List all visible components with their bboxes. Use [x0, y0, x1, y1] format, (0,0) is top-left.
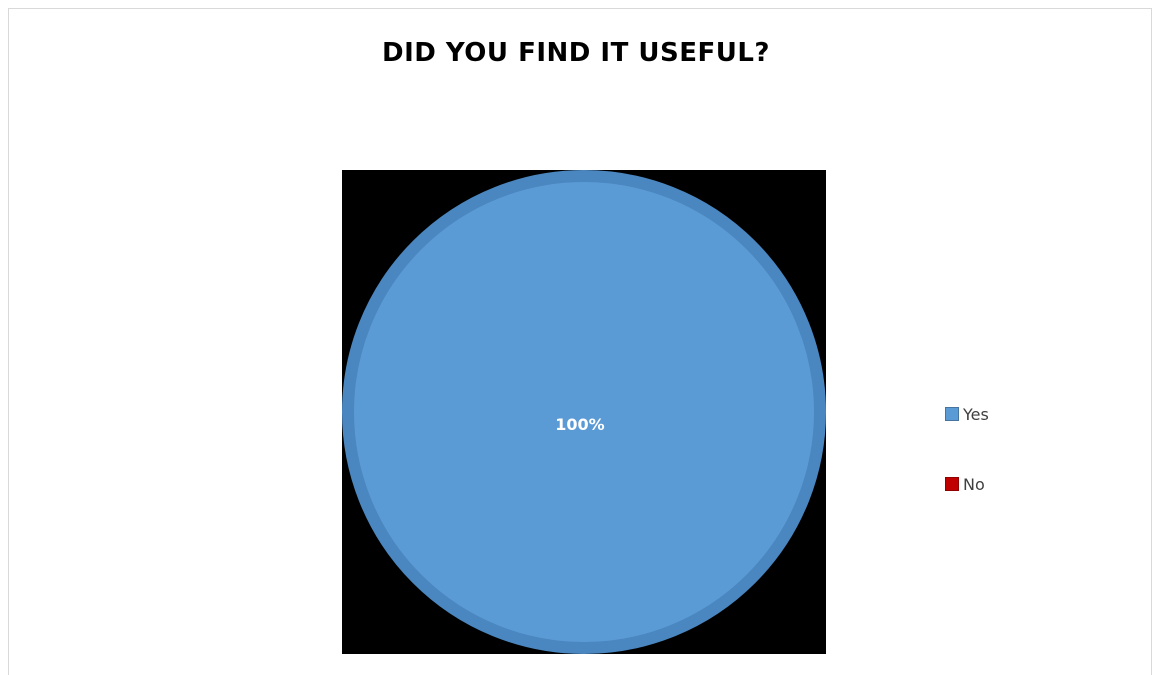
legend-swatch-no — [945, 477, 959, 491]
pie-data-labels: 100% — [555, 415, 604, 434]
pie-slice-yes[interactable] — [342, 170, 826, 654]
chart-title: DID YOU FIND IT USEFUL? — [382, 38, 770, 68]
legend-label-yes: Yes — [963, 404, 989, 424]
pie-slices — [342, 170, 826, 654]
legend-item-yes[interactable]: Yes — [945, 400, 989, 428]
legend: Yes No — [945, 400, 989, 540]
legend-swatch-yes — [945, 407, 959, 421]
legend-label-no: No — [963, 474, 985, 494]
legend-item-no[interactable]: No — [945, 470, 989, 498]
data-label-yes: 100% — [555, 415, 604, 434]
